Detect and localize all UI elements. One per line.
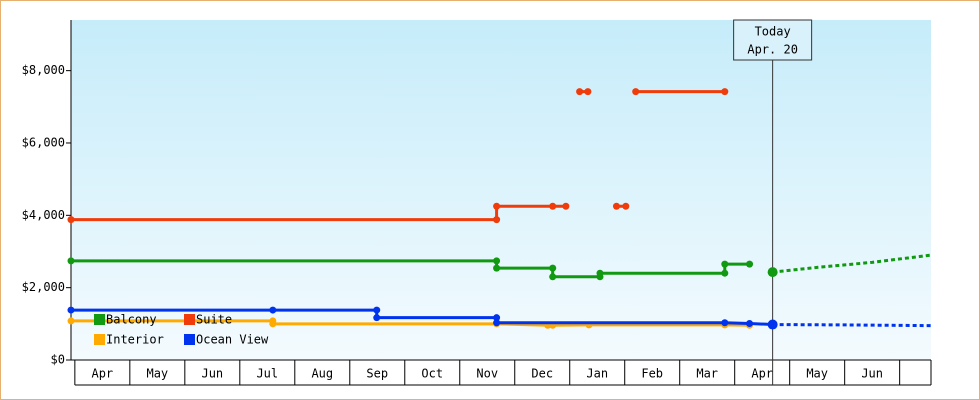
today-label: Today xyxy=(755,25,791,39)
x-tick-label: Mar xyxy=(696,367,718,381)
today-box xyxy=(733,19,813,61)
point xyxy=(596,269,604,277)
point xyxy=(769,321,777,329)
point xyxy=(721,88,729,96)
point xyxy=(269,320,277,328)
x-tick-label: Jul xyxy=(256,367,278,381)
x-tick-label: Apr xyxy=(751,367,773,381)
point xyxy=(67,306,75,314)
point xyxy=(67,317,75,325)
y-tick-label: $4,000 xyxy=(22,208,65,222)
legend-swatch xyxy=(94,334,105,345)
y-tick-label: $0 xyxy=(51,353,65,367)
legend-label: Balcony xyxy=(106,313,157,327)
point xyxy=(549,273,557,281)
legend-swatch xyxy=(184,334,195,345)
point xyxy=(622,202,630,210)
x-tick-label: Jan xyxy=(586,367,608,381)
point xyxy=(493,314,501,322)
point xyxy=(584,88,592,96)
point xyxy=(67,216,75,224)
point xyxy=(632,88,640,96)
point xyxy=(493,264,501,272)
legend-label: Suite xyxy=(196,313,232,327)
y-tick-label: $2,000 xyxy=(22,280,65,294)
y-tick-label: $8,000 xyxy=(22,63,65,77)
today-date: Apr. 20 xyxy=(747,43,798,57)
forecast-line xyxy=(772,323,932,328)
point xyxy=(721,269,729,277)
legend-swatch xyxy=(184,314,195,325)
x-tick-label: Jun xyxy=(201,367,223,381)
point xyxy=(549,264,557,272)
forecast-line xyxy=(772,253,932,274)
legend-label: Interior xyxy=(106,333,164,347)
point xyxy=(721,260,729,268)
x-tick-label: Sep xyxy=(366,367,388,381)
point xyxy=(549,202,557,210)
x-tick-label: Aug xyxy=(311,367,333,381)
x-tick-label: May xyxy=(806,367,828,381)
x-tick-label: Apr xyxy=(91,367,113,381)
y-tick-label: $6,000 xyxy=(22,135,65,149)
x-tick-label: Jun xyxy=(861,367,883,381)
point xyxy=(493,257,501,265)
plot-area xyxy=(71,20,931,360)
point xyxy=(721,319,729,327)
x-tick-label: Dec xyxy=(531,367,553,381)
point xyxy=(493,202,501,210)
legend-swatch xyxy=(94,314,105,325)
point xyxy=(269,306,277,314)
point xyxy=(493,319,501,327)
x-tick-label: Nov xyxy=(476,367,498,381)
legend-label: Ocean View xyxy=(196,333,269,347)
point xyxy=(67,257,75,265)
point xyxy=(612,202,620,210)
point xyxy=(746,319,754,327)
x-tick-label: Oct xyxy=(421,367,443,381)
point xyxy=(562,202,570,210)
x-tick-label: May xyxy=(146,367,168,381)
x-tick-label: Feb xyxy=(641,367,663,381)
point xyxy=(576,88,584,96)
point xyxy=(373,314,381,322)
today-point xyxy=(767,267,778,278)
point xyxy=(746,260,754,268)
series-line xyxy=(71,259,750,279)
point xyxy=(373,306,381,314)
point xyxy=(493,216,501,224)
